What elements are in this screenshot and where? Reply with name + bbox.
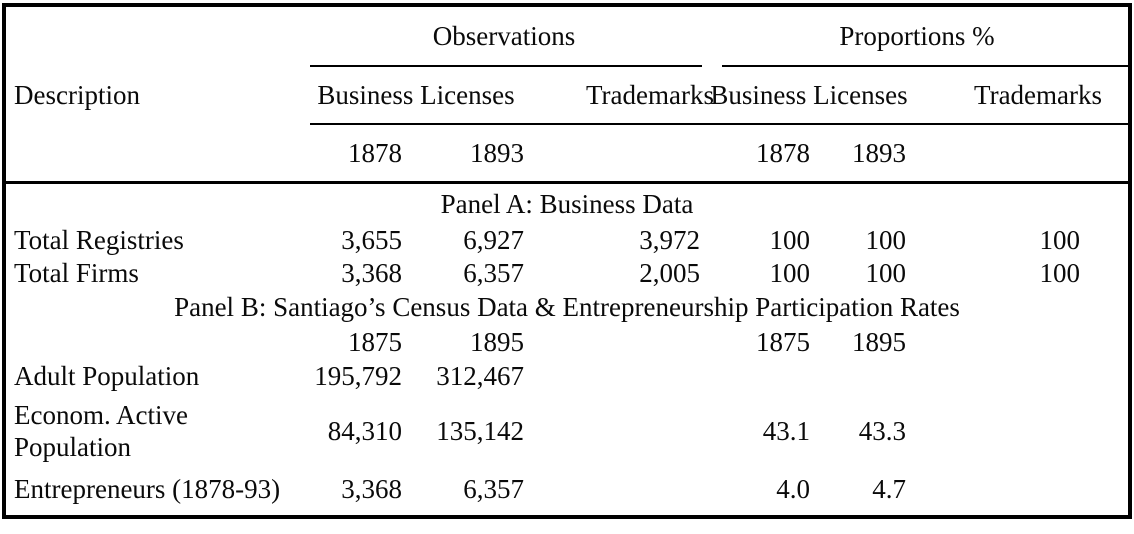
row-label: Entrepreneurs (1878-93) <box>14 473 281 504</box>
observations-group-header: Observations <box>432 20 576 51</box>
cell-value: 43.3 <box>858 415 907 446</box>
obs-year-1875: 1875 <box>348 326 402 357</box>
cell-value: 100 <box>769 225 811 255</box>
cell-value <box>912 359 1128 393</box>
prop-year-1895: 1895 <box>852 326 907 357</box>
cell-value: 3,655 <box>341 225 402 255</box>
cell-value: 3,972 <box>639 225 701 255</box>
cell-value: 195,792 <box>314 360 402 391</box>
cell-value <box>816 359 912 393</box>
table-row-total-firms: Total Firms 3,368 6,357 2,005 100 100 10… <box>6 257 1128 290</box>
cell-value: 6,357 <box>463 473 524 504</box>
prop-year-1893: 1893 <box>852 137 907 168</box>
observations-underline <box>310 65 703 67</box>
cell-value: 4.0 <box>776 473 811 504</box>
cell-value: 100 <box>865 225 907 255</box>
row-label: Adult Population <box>14 360 200 391</box>
subheader-row: Description Business Licenses Trademarks… <box>6 67 1128 123</box>
cell-value: 3,368 <box>341 473 402 504</box>
panel-b-years-row: 1875 1895 1875 1895 <box>6 325 1128 359</box>
table-row-entrepreneurs: Entrepreneurs (1878-93) 3,368 6,357 4.0 … <box>6 469 1128 509</box>
cell-value <box>530 393 706 469</box>
row-label: Econom. Active Population <box>14 399 188 462</box>
obs-year-1895: 1895 <box>470 326 524 357</box>
cell-value: 100 <box>769 258 811 288</box>
prop-year-1878: 1878 <box>756 137 811 168</box>
statistics-table: Observations Proportions % Description B… <box>6 7 1128 509</box>
cell-value: 135,142 <box>436 415 524 446</box>
table-row-adult-population: Adult Population 195,792 312,467 <box>6 359 1128 393</box>
header-body-divider <box>6 181 1128 184</box>
cell-value: 312,467 <box>436 360 524 391</box>
cell-value: 3,368 <box>341 258 402 288</box>
cell-value: 100 <box>865 258 907 288</box>
cell-value <box>912 393 1128 469</box>
cell-value <box>530 359 706 393</box>
cell-value: 84,310 <box>327 415 402 446</box>
subheader-underline-row <box>6 123 1128 125</box>
cell-value: 2,005 <box>639 258 701 288</box>
empty-cell <box>6 7 302 65</box>
panel-a-title: Panel A: Business Data <box>440 188 694 219</box>
cell-value <box>912 469 1128 509</box>
proportions-underline <box>722 65 1128 67</box>
panel-b-title: Panel B: Santiago’s Census Data & Entrep… <box>174 292 960 322</box>
obs-trademarks-header: Trademarks <box>586 79 714 110</box>
cell-value <box>706 359 816 393</box>
table-row-total-registries: Total Registries 3,655 6,927 3,972 100 1… <box>6 224 1128 257</box>
proportions-group-header: Proportions % <box>839 20 995 51</box>
row-label: Total Registries <box>14 225 184 256</box>
cell-value: 100 <box>1039 258 1081 288</box>
obs-year-1893: 1893 <box>470 137 524 168</box>
cell-value: 43.1 <box>762 415 811 446</box>
cell-value: 6,927 <box>463 225 524 255</box>
panel-a-title-row: Panel A: Business Data <box>6 184 1128 224</box>
description-header: Description <box>14 79 140 110</box>
subheader-underline <box>310 123 1128 125</box>
panel-b-title-row: Panel B: Santiago’s Census Data & Entrep… <box>6 290 1128 325</box>
prop-year-1875: 1875 <box>756 326 811 357</box>
group-underline-row <box>6 65 1128 67</box>
cell-value: 6,357 <box>463 258 524 288</box>
group-header-row: Observations Proportions % <box>6 7 1128 65</box>
table-row-econom-active-population: Econom. Active Population 84,310 135,142… <box>6 393 1128 469</box>
prop-business-licenses-header: Business Licenses <box>710 79 908 110</box>
obs-year-1878: 1878 <box>348 137 402 168</box>
prop-trademarks-header: Trademarks <box>974 79 1103 110</box>
table-frame: Observations Proportions % Description B… <box>2 3 1132 519</box>
header-years-row: 1878 1893 1878 1893 <box>6 125 1128 181</box>
cell-value: 100 <box>1039 225 1081 255</box>
cell-value: 4.7 <box>872 473 907 504</box>
cell-value <box>530 469 706 509</box>
obs-business-licenses-header: Business Licenses <box>317 79 515 110</box>
row-label: Total Firms <box>14 258 139 289</box>
